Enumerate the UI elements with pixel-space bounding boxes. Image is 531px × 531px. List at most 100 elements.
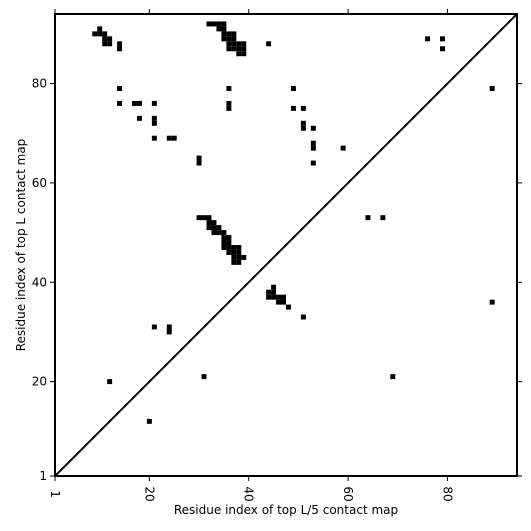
contact-cell [266, 289, 272, 295]
contact-cell [196, 160, 202, 166]
contact-cell [97, 31, 103, 37]
contact-cell [102, 41, 108, 47]
contact-cell [365, 215, 371, 221]
contact-cell [92, 31, 98, 37]
contact-cell [221, 240, 227, 245]
y-tick-label: 20 [32, 375, 47, 389]
contact-cell [196, 215, 202, 221]
plot-frame [54, 13, 518, 477]
contact-cell [226, 100, 232, 106]
contact-cell [226, 41, 232, 47]
contact-cell [226, 36, 232, 42]
y-tick-label: 80 [32, 77, 47, 91]
x-tick-label: 80 [440, 486, 454, 501]
contact-cell [231, 36, 237, 42]
contact-cell [271, 284, 277, 290]
contact-cell [281, 294, 286, 300]
contact-cell [146, 418, 152, 424]
contact-cell [276, 299, 282, 305]
contact-cell [166, 324, 172, 330]
contact-cell [281, 299, 286, 305]
contact-cell [266, 294, 272, 300]
contact-cell [107, 379, 113, 385]
contact-cell [196, 155, 202, 161]
contact-cell [221, 230, 227, 236]
contact-cell [226, 249, 232, 255]
contact-cell [151, 115, 157, 121]
contact-cell [211, 225, 217, 231]
contact-cell [107, 36, 113, 42]
x-tick-label: 20 [142, 486, 156, 501]
contact-cell [107, 41, 113, 47]
contact-cell [136, 100, 142, 106]
contact-cell [206, 215, 212, 221]
contact-cell [241, 254, 247, 260]
contact-cell [271, 289, 277, 295]
contact-cell [236, 245, 242, 250]
contact-cell [136, 115, 142, 121]
y-tick-label: 60 [32, 176, 47, 190]
contact-cell [231, 249, 237, 255]
contact-cell [216, 225, 222, 231]
contact-cell [241, 51, 247, 57]
contact-cell [489, 86, 495, 91]
contact-cell [380, 215, 386, 221]
contact-cell [171, 135, 177, 141]
contact-cell [216, 230, 222, 236]
contact-cell [231, 254, 237, 260]
contact-cell [221, 26, 227, 32]
contact-cell [226, 46, 232, 52]
x-tick-label: 1 [48, 490, 62, 498]
contact-cell [132, 100, 137, 106]
contact-cell [216, 26, 222, 32]
contact-cell [300, 125, 306, 131]
contact-cell [117, 46, 123, 52]
contact-cell [271, 294, 277, 300]
contact-cell [226, 240, 232, 245]
contact-cell [300, 314, 306, 320]
contact-cell [206, 21, 212, 27]
contact-cell [151, 324, 157, 330]
contact-cell [117, 86, 123, 91]
contact-cell [489, 299, 495, 305]
contact-cell [310, 125, 316, 131]
contact-cell [166, 329, 172, 335]
contact-cell [276, 294, 282, 300]
contact-cell [226, 86, 232, 91]
axis-ticks: 1 20 40 60 80 1 20 40 60 80 [32, 9, 522, 502]
y-tick-label: 1 [39, 469, 47, 483]
contact-cell [151, 135, 157, 141]
contact-cell [310, 160, 316, 166]
contact-cell [266, 41, 272, 47]
contact-cell [201, 374, 207, 380]
contact-cell [241, 46, 247, 52]
contact-cell [236, 51, 242, 57]
contact-cell [226, 235, 232, 241]
contact-cell [102, 31, 108, 37]
contact-cell [221, 235, 227, 241]
contact-cell [221, 245, 227, 250]
contact-cell [440, 46, 445, 52]
contact-cell [102, 36, 108, 42]
contact-cell [241, 41, 247, 47]
contact-cell [310, 140, 316, 146]
contact-cells [92, 21, 495, 424]
contact-cell [201, 215, 207, 221]
contact-cell [340, 145, 346, 151]
contact-cell [236, 41, 242, 47]
contact-cell [231, 259, 237, 265]
contact-cell [425, 36, 431, 42]
contact-cell [117, 41, 123, 47]
contact-cell [211, 220, 217, 226]
contact-cell [211, 230, 217, 236]
y-axis-label: Residue index of top L contact map [14, 139, 28, 352]
contact-cell [226, 105, 232, 111]
contact-cell [97, 26, 103, 32]
contact-cell [300, 105, 306, 111]
contact-cell [231, 46, 237, 52]
contact-cell [206, 220, 212, 226]
contact-cell [211, 21, 217, 27]
contact-cell [221, 36, 227, 42]
contact-cell [226, 31, 232, 37]
